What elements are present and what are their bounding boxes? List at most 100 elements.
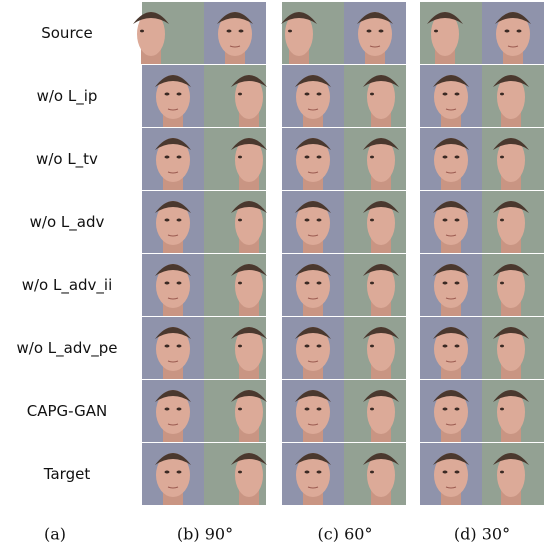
face-image xyxy=(282,380,344,442)
eye xyxy=(455,345,460,348)
eye xyxy=(317,219,322,222)
face-image xyxy=(282,254,344,316)
row-label: CAPG-GAN xyxy=(27,402,107,420)
eye xyxy=(455,408,460,411)
column-caption: (c) 60° xyxy=(318,525,373,544)
face-image xyxy=(482,2,544,64)
face-image xyxy=(142,128,204,190)
eye xyxy=(238,282,242,285)
eye xyxy=(165,219,170,222)
face-image xyxy=(344,254,406,316)
eye xyxy=(305,282,310,285)
eye xyxy=(165,471,170,474)
eye xyxy=(238,219,242,222)
face-image xyxy=(420,128,482,190)
face-image xyxy=(344,191,406,253)
face-image xyxy=(482,380,544,442)
eye xyxy=(500,408,504,411)
face-image xyxy=(204,380,267,442)
eye xyxy=(305,471,310,474)
eye xyxy=(238,471,242,474)
eye xyxy=(443,93,448,96)
face-image xyxy=(482,191,544,253)
face-image xyxy=(482,317,544,379)
eye xyxy=(227,30,232,33)
face-image xyxy=(142,254,204,316)
face-image xyxy=(142,380,204,442)
eye xyxy=(305,219,310,222)
eye xyxy=(455,282,460,285)
row-label: w/o L_adv xyxy=(30,213,105,232)
eye xyxy=(238,408,242,411)
eye xyxy=(505,30,510,33)
eye xyxy=(443,219,448,222)
face-image xyxy=(282,65,344,127)
eye xyxy=(317,156,322,159)
eye xyxy=(177,219,182,222)
eye xyxy=(443,345,448,348)
face-image xyxy=(142,191,204,253)
face-image xyxy=(282,443,344,505)
eye xyxy=(238,345,242,348)
eye xyxy=(305,156,310,159)
eye xyxy=(500,471,504,474)
image-grid xyxy=(133,2,544,505)
column-caption: (a) xyxy=(44,525,66,544)
face-image xyxy=(282,317,344,379)
row-label: Target xyxy=(43,465,91,483)
face-image xyxy=(204,128,267,190)
eye xyxy=(370,156,374,159)
eye xyxy=(379,30,384,33)
eye xyxy=(238,156,242,159)
eye xyxy=(500,156,504,159)
face-image xyxy=(344,2,406,64)
eye xyxy=(443,408,448,411)
eye xyxy=(443,156,448,159)
column-caption: (d) 30° xyxy=(454,525,510,544)
face-image xyxy=(204,443,267,505)
eye xyxy=(317,282,322,285)
face-image xyxy=(420,2,482,64)
eye xyxy=(455,219,460,222)
eye xyxy=(177,93,182,96)
face-image xyxy=(344,65,406,127)
face-image xyxy=(420,317,482,379)
face-image xyxy=(420,65,482,127)
row-label: Source xyxy=(41,24,93,42)
face-image xyxy=(344,317,406,379)
eye xyxy=(370,408,374,411)
eye xyxy=(238,93,242,96)
face-image xyxy=(142,317,204,379)
eye xyxy=(434,30,438,33)
eye xyxy=(177,408,182,411)
eye xyxy=(455,93,460,96)
face-image xyxy=(204,254,267,316)
eye xyxy=(317,345,322,348)
eye xyxy=(165,408,170,411)
face-image xyxy=(142,443,204,505)
face-image xyxy=(420,443,482,505)
face-image xyxy=(281,2,344,64)
eye xyxy=(305,408,310,411)
face-image xyxy=(204,317,267,379)
face-image xyxy=(142,65,204,127)
eye xyxy=(165,93,170,96)
eye xyxy=(500,93,504,96)
eye xyxy=(443,471,448,474)
face-image xyxy=(204,191,267,253)
face-image xyxy=(482,254,544,316)
row-label: w/o L_ip xyxy=(37,87,98,106)
eye xyxy=(177,345,182,348)
face-image xyxy=(420,191,482,253)
face-image xyxy=(482,443,544,505)
eye xyxy=(140,30,144,33)
face-image xyxy=(482,128,544,190)
eye xyxy=(500,282,504,285)
face-image xyxy=(282,191,344,253)
eye xyxy=(370,345,374,348)
eye xyxy=(500,345,504,348)
face-image xyxy=(204,65,267,127)
eye xyxy=(165,282,170,285)
face-image xyxy=(133,2,204,64)
eye xyxy=(455,156,460,159)
